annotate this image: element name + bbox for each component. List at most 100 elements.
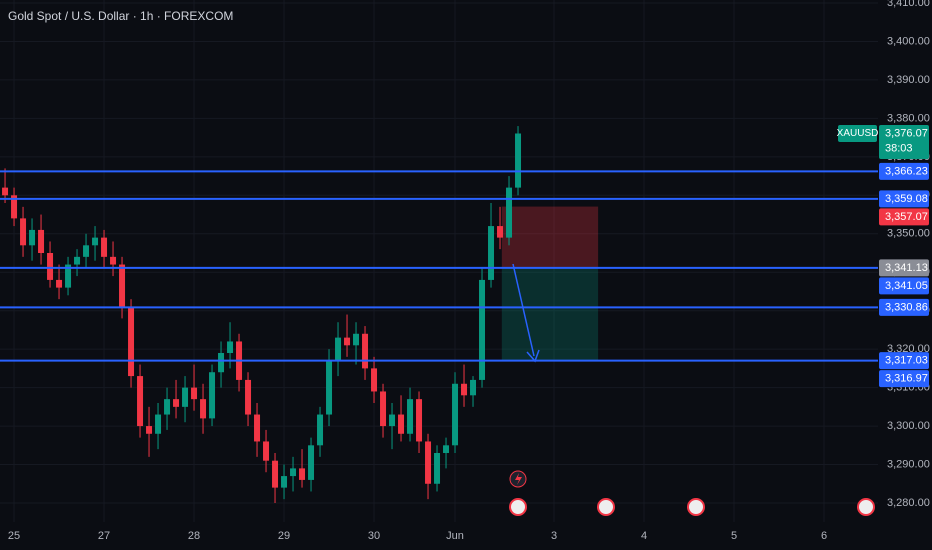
y-tick-label: 3,320.00: [887, 343, 930, 355]
event-icons: [509, 470, 875, 516]
candle-body: [38, 229, 45, 253]
candle-body: [272, 460, 279, 488]
price-badge-label: 3,330.86: [885, 301, 928, 313]
candle-body: [434, 453, 441, 484]
grid: [0, 0, 878, 522]
candle-body: [182, 387, 189, 407]
price-badge-label: 3,359.08: [885, 193, 928, 205]
candle-body: [101, 237, 108, 257]
stop-zone: [501, 206, 599, 268]
candle-body: [497, 226, 504, 238]
x-tick-label: 27: [98, 530, 110, 542]
symbol-label: XAUUSD: [837, 128, 879, 139]
candle-body: [245, 379, 252, 415]
x-tick-label: 3: [551, 530, 557, 542]
candle-body: [380, 391, 387, 427]
x-tick-label: 25: [8, 530, 20, 542]
y-tick-label: 3,390.00: [887, 74, 930, 86]
y-tick-label: 3,290.00: [887, 458, 930, 470]
price-badge-label: 3,357.07: [885, 211, 928, 223]
price-badges: 3,376.07 38:03 XAUUSD 3,366.23 3,359.08 3,357…: [837, 125, 929, 388]
x-tick-label: 6: [821, 530, 827, 542]
price-badge-label: 3,376.07: [885, 127, 928, 139]
candle-body: [299, 468, 306, 480]
candle-body: [326, 360, 333, 415]
candle-body: [344, 337, 351, 346]
target-zone: [501, 267, 599, 361]
candle-body: [353, 333, 360, 346]
x-tick-label: 5: [731, 530, 737, 542]
price-badge: [879, 190, 929, 208]
plot: [0, 126, 878, 503]
candle-body: [29, 229, 36, 246]
candle-body: [47, 253, 54, 280]
candle-body: [155, 414, 162, 434]
candle-body: [74, 256, 81, 265]
candle-body: [371, 368, 378, 392]
candle-body: [191, 387, 198, 400]
chart-title: Gold Spot / U.S. Dollar · 1h · FOREXCOM: [8, 9, 233, 23]
candle-body: [281, 476, 288, 488]
price-badge: [879, 208, 929, 226]
price-badge: [879, 370, 929, 388]
candle-body: [254, 414, 261, 442]
candle-body: [398, 414, 405, 434]
price-badge: [879, 352, 929, 370]
candle-body: [452, 383, 459, 446]
candle-body: [92, 237, 99, 246]
y-tick-label: 3,410.00: [887, 0, 930, 9]
candle-body: [263, 441, 270, 461]
price-badge: [879, 162, 929, 180]
candle-body: [2, 187, 9, 196]
candle-body: [110, 256, 117, 265]
candle-body: [20, 218, 27, 246]
price-badge: [879, 259, 929, 277]
candle-body: [146, 426, 153, 434]
x-tick-label: 4: [641, 530, 647, 542]
candle-body: [479, 279, 486, 380]
price-badge: [879, 298, 929, 316]
x-tick-label: 29: [278, 530, 290, 542]
x-tick-label: 28: [188, 530, 200, 542]
candle-body: [218, 353, 225, 373]
candle-body: [164, 399, 171, 415]
price-badge-label: 3,366.23: [885, 165, 928, 177]
candle-body: [389, 414, 396, 427]
y-tick-label: 3,380.00: [887, 112, 930, 124]
candle-body: [11, 195, 18, 219]
y-tick-label: 3,350.00: [887, 228, 930, 240]
candle-body: [173, 399, 180, 407]
candle-body: [227, 341, 234, 353]
price-badge-label: 3,316.97: [885, 372, 928, 384]
price-badge-label: 3,317.03: [885, 354, 928, 366]
candle-body: [362, 333, 369, 369]
candle-body: [209, 372, 216, 419]
candle-body: [128, 306, 135, 377]
y-tick-label: 3,280.00: [887, 497, 930, 509]
candle-body: [488, 226, 495, 280]
candle-body: [137, 376, 144, 427]
candle-body: [470, 379, 477, 396]
candle-body: [407, 399, 414, 434]
candle-body: [425, 441, 432, 484]
candle-body: [65, 264, 72, 288]
y-tick-label: 3,300.00: [887, 420, 930, 432]
candle-body: [461, 383, 468, 396]
x-tick-label: 30: [368, 530, 380, 542]
symbol-tag: [838, 125, 877, 142]
candle-body: [290, 468, 297, 477]
candle-body: [83, 245, 90, 257]
price-badge: [879, 277, 929, 295]
candle-body: [119, 264, 126, 307]
price-badge: [879, 125, 929, 159]
candle-body: [56, 279, 63, 288]
arrow: [512, 263, 540, 363]
candle-body: [308, 445, 315, 480]
price-badge-label: 3,341.13: [885, 262, 928, 274]
candle-body: [443, 445, 450, 453]
candle-body: [335, 337, 342, 361]
candle-body: [317, 414, 324, 446]
countdown: 38:03: [885, 142, 913, 154]
